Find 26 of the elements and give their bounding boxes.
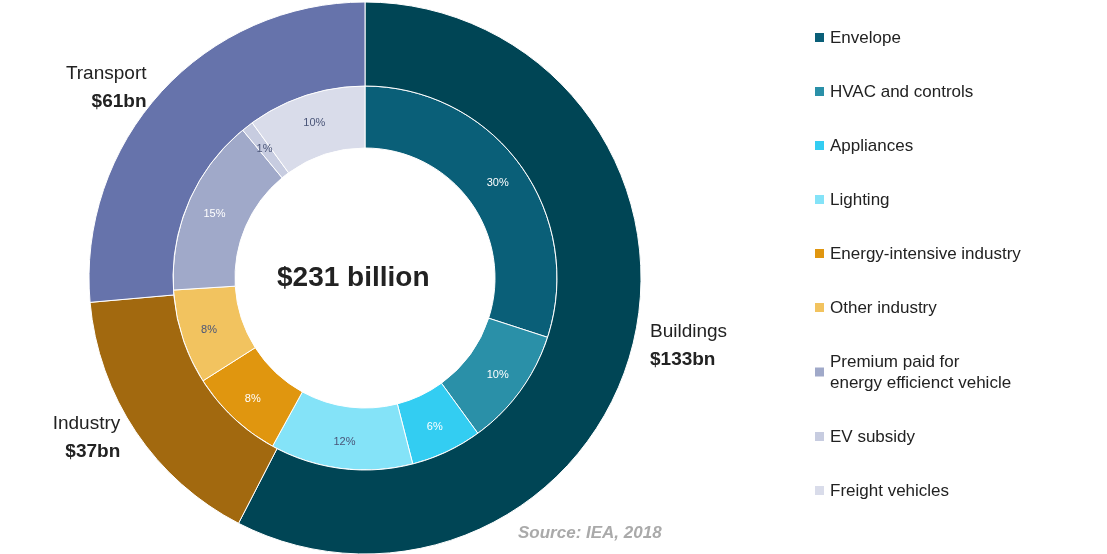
data-label: 12% — [333, 434, 356, 447]
data-label: $61bn — [91, 89, 147, 111]
legend-label: Envelope — [830, 28, 901, 47]
data-label: 10% — [303, 116, 326, 129]
source-note: Source: IEA, 2018 — [518, 523, 663, 542]
legend-label: Freight vehicles — [830, 481, 950, 500]
data-label: 8% — [201, 322, 218, 335]
legend-label: Lighting — [830, 190, 890, 209]
text: $231 billion — [277, 260, 430, 292]
legend-label: Premium paid for energy efficienct vehicle — [830, 352, 1012, 392]
legend-label: Energy-intensive industry — [830, 244, 1022, 263]
legend-label: EV subsidy — [830, 427, 916, 446]
data-label: 8% — [244, 391, 261, 404]
legend-label: HVAC and controls — [830, 82, 974, 101]
data-label: 30% — [486, 175, 509, 188]
data-label: 6% — [426, 420, 443, 433]
data-label: $133bn — [649, 348, 716, 370]
legend-label: Appliances — [830, 136, 914, 155]
data-label: 1% — [256, 142, 273, 155]
data-label: $37bn — [65, 439, 121, 461]
data-label: 10% — [486, 368, 509, 381]
legend-label: Other industry — [830, 298, 938, 317]
slice-label: Buildings — [649, 320, 728, 342]
slice-label: Transport — [65, 61, 148, 83]
data-label: 15% — [203, 206, 226, 219]
slice-label: Industry — [52, 411, 121, 433]
